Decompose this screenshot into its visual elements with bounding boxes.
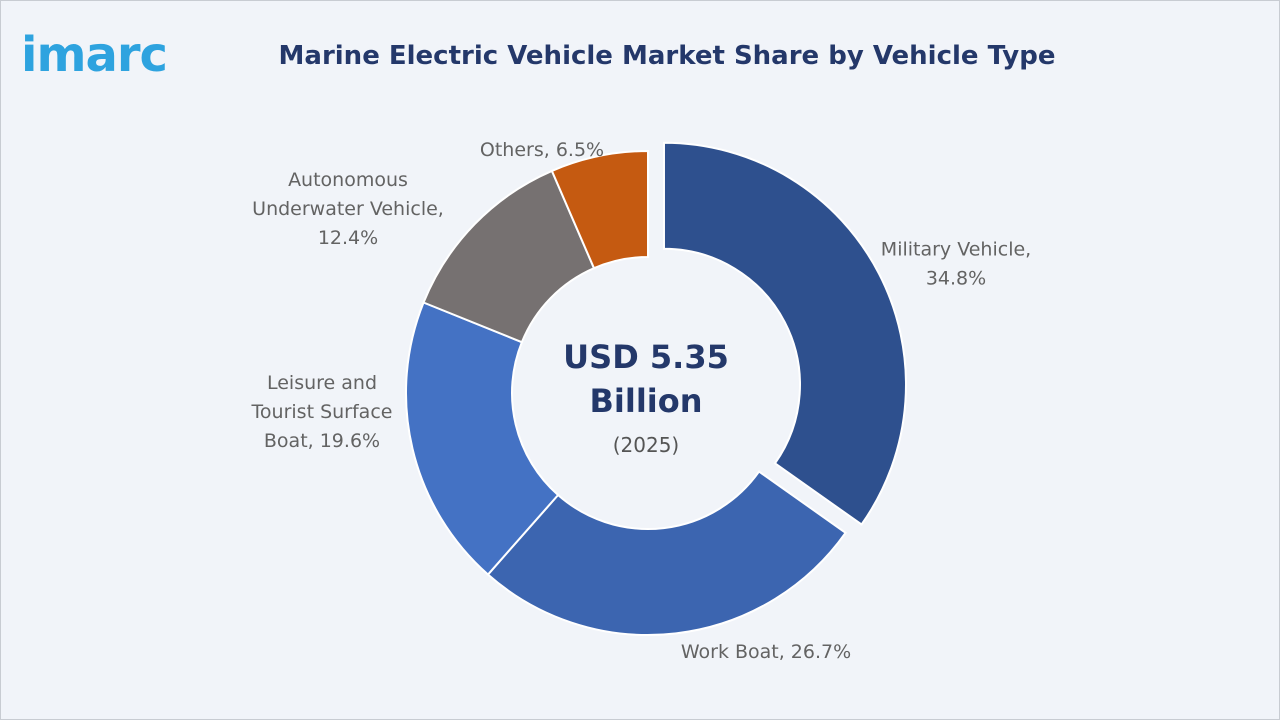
label-military-vehicle: Military Vehicle, 34.8% [881,239,1031,290]
slice-leisure-and-tourist-surface-boat [405,301,560,576]
label-others: Others, 6.5% [480,139,604,161]
label-autonomous-underwater-vehicle: Autonomous Underwater Vehicle, 12.4% [252,169,444,249]
slice-military-vehicle [662,141,907,526]
slice-others [550,149,649,270]
label-leisure-and-tourist-surface-boat: Leisure and Tourist Surface Boat, 19.6% [251,372,393,452]
slice-work-boat [486,470,847,636]
center-unit: Billion [589,382,702,420]
center-year: (2025) [613,433,680,457]
chart-title: Marine Electric Vehicle Market Share by … [278,41,1056,71]
center-value: USD 5.35 [563,338,729,376]
imarc-logo: imarc [21,27,168,83]
label-work-boat: Work Boat, 26.7% [681,641,851,663]
